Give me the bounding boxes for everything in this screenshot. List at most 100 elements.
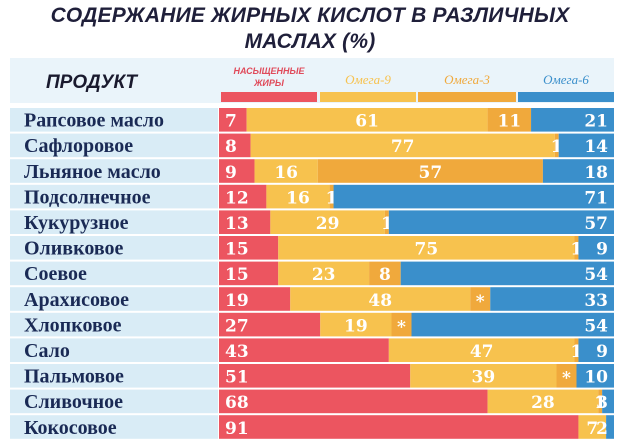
data-label: 68	[225, 393, 249, 413]
row-label-bg	[10, 389, 218, 414]
row-label-bg	[10, 133, 218, 158]
bar-segment	[384, 210, 389, 234]
trace-marker-bar	[470, 287, 491, 311]
data-label: 51	[225, 368, 249, 388]
data-label: 48	[368, 291, 392, 311]
bar-segment	[531, 108, 614, 132]
bar-segment	[490, 287, 614, 311]
chart-title-line-2: МАСЛАХ (%)	[244, 30, 376, 53]
bar-segment	[270, 210, 385, 234]
bar-segment	[219, 338, 389, 362]
legend-saturated-swatch	[221, 92, 317, 102]
bar-segment	[219, 312, 321, 337]
row-label: Кокосовое	[24, 417, 117, 439]
bar-segment	[246, 108, 488, 132]
bar-segment	[598, 389, 603, 414]
bar-segment	[411, 312, 614, 337]
bar-segment	[219, 184, 267, 209]
legend-omega-9-label: Омега-9	[345, 72, 391, 87]
row-label: Рапсовое масло	[24, 110, 164, 132]
row-label-bg	[10, 287, 218, 311]
data-label: 3	[596, 393, 608, 413]
data-label: 13	[225, 214, 249, 234]
data-label: 14	[584, 137, 608, 157]
bar-segment	[254, 159, 318, 183]
data-label: 1	[571, 240, 583, 260]
data-label: 21	[584, 112, 608, 132]
data-label: 2	[596, 419, 608, 439]
data-label: 28	[531, 393, 555, 413]
data-label: 71	[584, 188, 608, 208]
row-label: Льняное масло	[24, 161, 161, 183]
data-label: 1	[381, 214, 393, 234]
row-label: Подсолнечное	[24, 186, 151, 208]
data-label: 43	[225, 342, 249, 362]
bar-segment	[219, 415, 579, 439]
bar-segment	[278, 236, 575, 260]
bar-segment	[606, 415, 614, 439]
bar-segment	[574, 338, 579, 362]
data-label: 9	[596, 240, 608, 260]
bar-segment	[400, 261, 614, 286]
chart-title-line-1: СОДЕРЖАНИЕ ЖИРНЫХ КИСЛОТ В РАЗЛИЧНЫХ	[50, 4, 570, 27]
bar-segment	[219, 210, 271, 234]
row-label-bg	[10, 338, 218, 362]
row-label-bg	[10, 364, 218, 388]
data-label: 54	[584, 316, 608, 336]
data-label: 8	[225, 137, 237, 157]
data-label: 19	[344, 316, 368, 336]
bar-segment	[219, 389, 488, 414]
bar-segment	[219, 133, 251, 158]
row-label: Хлопковое	[24, 314, 122, 336]
bar-segment	[558, 133, 614, 158]
bar-segment	[388, 210, 614, 234]
row-label-bg	[10, 236, 218, 260]
bar-segment	[602, 389, 614, 414]
bar-segment	[574, 236, 579, 260]
bar-segment	[578, 338, 614, 362]
bar-segment	[250, 133, 555, 158]
bar-segment	[266, 184, 330, 209]
trace-marker-label: *	[476, 292, 485, 312]
trace-marker-bar	[556, 364, 577, 388]
bar-segment	[369, 261, 401, 286]
legend-omega-3-label: Омега-3	[444, 72, 490, 87]
data-label: 61	[355, 112, 379, 132]
data-label: 33	[584, 291, 608, 311]
bar-segment	[219, 364, 411, 388]
data-label: 57	[584, 214, 608, 234]
bar-segment	[317, 159, 543, 183]
bar-segment	[388, 338, 575, 362]
row-label: Соевое	[24, 263, 87, 285]
data-label: 9	[225, 163, 237, 183]
data-label: 27	[225, 316, 249, 336]
legend-saturated-label-line-1: НАСЫЩЕННЫЕ	[234, 66, 306, 76]
bar-segment	[290, 287, 471, 311]
row-label-bg	[10, 312, 218, 337]
row-label: Оливковое	[24, 238, 124, 260]
bar-segment	[542, 159, 614, 183]
bar-segment	[487, 389, 599, 414]
data-label: 39	[472, 368, 496, 388]
bar-segment	[578, 236, 614, 260]
data-label: 1	[594, 393, 606, 413]
row-label: Сало	[24, 340, 70, 362]
data-label: 1	[551, 137, 563, 157]
category-header: ПРОДУКТ	[46, 72, 138, 93]
data-label: 9	[596, 342, 608, 362]
data-label: 15	[225, 265, 249, 285]
bar-segment	[578, 415, 607, 439]
data-label: 57	[418, 163, 442, 183]
bar-segment	[487, 108, 532, 132]
data-label: 7	[586, 419, 598, 439]
data-label: 1	[326, 188, 338, 208]
row-label-bg	[10, 261, 218, 286]
data-label: 18	[584, 163, 608, 183]
bar-segment	[576, 364, 614, 388]
data-label: 75	[415, 240, 439, 260]
legend-omega-3-swatch	[418, 92, 516, 102]
legend-omega-6-swatch	[518, 92, 614, 102]
bar-segment	[219, 159, 255, 183]
data-label: 7	[225, 112, 237, 132]
